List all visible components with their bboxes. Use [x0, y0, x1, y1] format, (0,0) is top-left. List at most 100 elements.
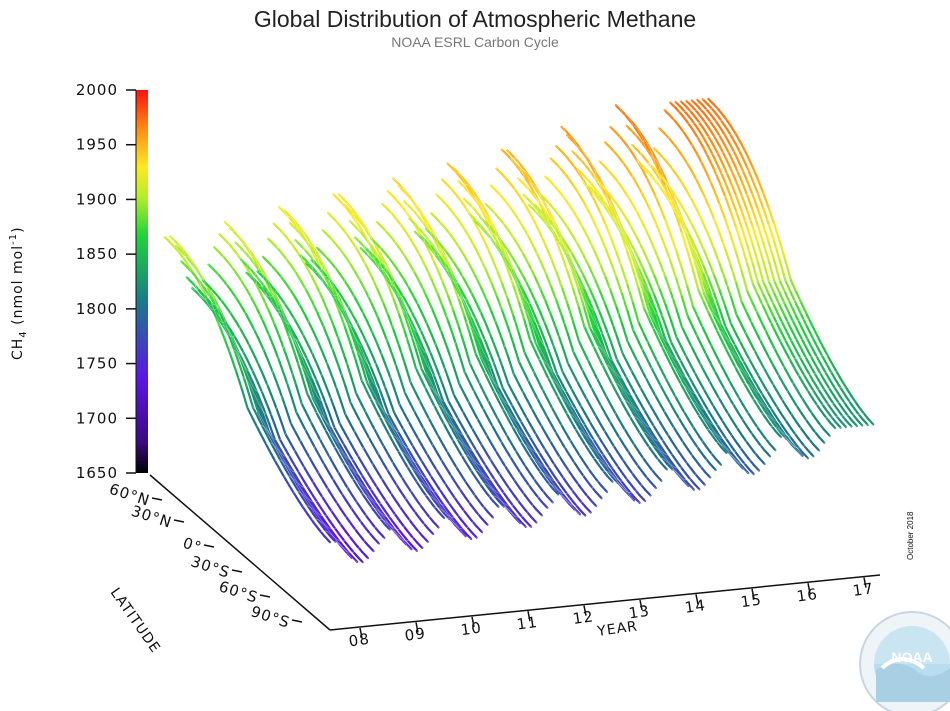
surface-mesh-line [348, 219, 357, 228]
year-tick-label: 14 [684, 596, 707, 617]
surface-mesh-line [605, 371, 613, 385]
surface-mesh-line [349, 325, 357, 340]
surface-mesh-line [332, 217, 341, 226]
surface-mesh-line [680, 295, 689, 317]
surface-mesh-line [251, 417, 260, 431]
surface-mesh-line [349, 462, 358, 475]
surface-mesh-line [587, 184, 596, 193]
surface-mesh-line [294, 220, 303, 230]
surface-mesh-line [583, 423, 592, 435]
surface-mesh-line [387, 425, 396, 438]
surface-mesh-line [305, 290, 314, 303]
surface-mesh-line [545, 352, 553, 372]
surface-mesh-line [604, 206, 612, 217]
surface-mesh-line [496, 483, 505, 494]
surface-mesh-line [469, 504, 478, 514]
surface-mesh-line [452, 281, 460, 294]
surface-mesh-line [469, 460, 478, 472]
surface-mesh-line [250, 276, 259, 284]
surface-ridge-line [192, 133, 736, 323]
surface-mesh-line [817, 358, 825, 371]
surface-mesh-line [316, 382, 325, 399]
surface-mesh-line [300, 402, 309, 416]
surface-mesh-line [724, 195, 732, 213]
surface-mesh-line [464, 451, 472, 463]
surface-mesh-line [594, 414, 603, 426]
surface-mesh-line [817, 406, 826, 417]
surface-mesh-line [382, 397, 390, 416]
surface-mesh-line [257, 381, 265, 398]
surface-mesh-line [502, 478, 510, 490]
surface-mesh-line [578, 420, 586, 432]
surface-mesh-line [370, 252, 379, 261]
surface-mesh-line [349, 401, 358, 415]
surface-mesh-line [545, 396, 554, 409]
surface-mesh-line [773, 413, 782, 425]
surface-mesh-line [328, 507, 337, 518]
surface-mesh-line [806, 369, 815, 382]
surface-mesh-line [544, 325, 553, 342]
surface-mesh-line [419, 329, 428, 345]
surface-mesh-line [757, 395, 766, 407]
surface-mesh-line [632, 495, 641, 504]
surface-mesh-line [361, 551, 370, 560]
surface-mesh-line [437, 496, 445, 507]
surface-mesh-line [844, 419, 853, 428]
surface-mesh-line [784, 279, 792, 294]
surface-mesh-line [544, 221, 553, 231]
surface-mesh-line [691, 224, 700, 238]
surface-mesh-line [392, 298, 401, 317]
surface-mesh-line [393, 523, 402, 533]
surface-mesh-line [213, 309, 221, 320]
surface-mesh-line [289, 422, 298, 436]
axes [126, 89, 881, 639]
surface-mesh-line [344, 515, 353, 526]
surface-mesh-line [310, 259, 319, 267]
surface-mesh-line [500, 195, 509, 205]
surface-mesh-line [642, 250, 651, 265]
surface-mesh-line [638, 494, 647, 503]
surface-mesh-line [701, 98, 710, 106]
surface-mesh-line [402, 200, 411, 208]
surface-mesh-line [696, 259, 705, 276]
surface-mesh-line [294, 342, 303, 357]
surface-mesh-line [392, 358, 401, 377]
surface-mesh-line [707, 260, 716, 278]
surface-mesh-line [614, 152, 623, 162]
surface-mesh-line [299, 227, 308, 238]
surface-mesh-line [386, 190, 395, 198]
surface-mesh-line [708, 422, 717, 434]
surface-mesh-line [839, 412, 848, 422]
chart-title: Global Distribution of Atmospheric Metha… [253, 6, 697, 32]
surface-mesh-line [501, 252, 509, 263]
surface-mesh-line [382, 508, 391, 519]
surface-mesh-line [811, 389, 820, 400]
surface-mesh-line [524, 494, 532, 504]
surface-mesh-line [550, 258, 559, 275]
surface-mesh-line [501, 340, 510, 358]
surface-mesh-line [669, 165, 678, 175]
surface-mesh-line [670, 461, 679, 472]
surface-mesh-line [506, 227, 515, 239]
surface-mesh-line [333, 446, 342, 459]
surface-mesh-line [571, 163, 580, 174]
surface-mesh-line [643, 419, 652, 431]
surface-mesh-line [533, 315, 542, 331]
surface-mesh-line [784, 339, 793, 353]
surface-mesh-line [702, 301, 711, 316]
surface-mesh-line [408, 307, 417, 321]
surface-mesh-line [355, 477, 364, 489]
surface-mesh-line [474, 414, 483, 427]
surface-mesh-line [615, 223, 623, 235]
surface-mesh-line [697, 337, 706, 352]
surface-mesh-line [512, 415, 521, 428]
surface-mesh-line [588, 299, 597, 316]
surface-mesh-line [676, 448, 684, 459]
surface-mesh-line [534, 394, 543, 407]
surface-mesh-line [462, 180, 471, 191]
surface-mesh-line [539, 288, 548, 304]
surface-mesh-line [301, 489, 309, 501]
surface-mesh-line [436, 291, 444, 308]
surface-mesh-line [626, 394, 635, 407]
surface-mesh-line [855, 402, 864, 413]
